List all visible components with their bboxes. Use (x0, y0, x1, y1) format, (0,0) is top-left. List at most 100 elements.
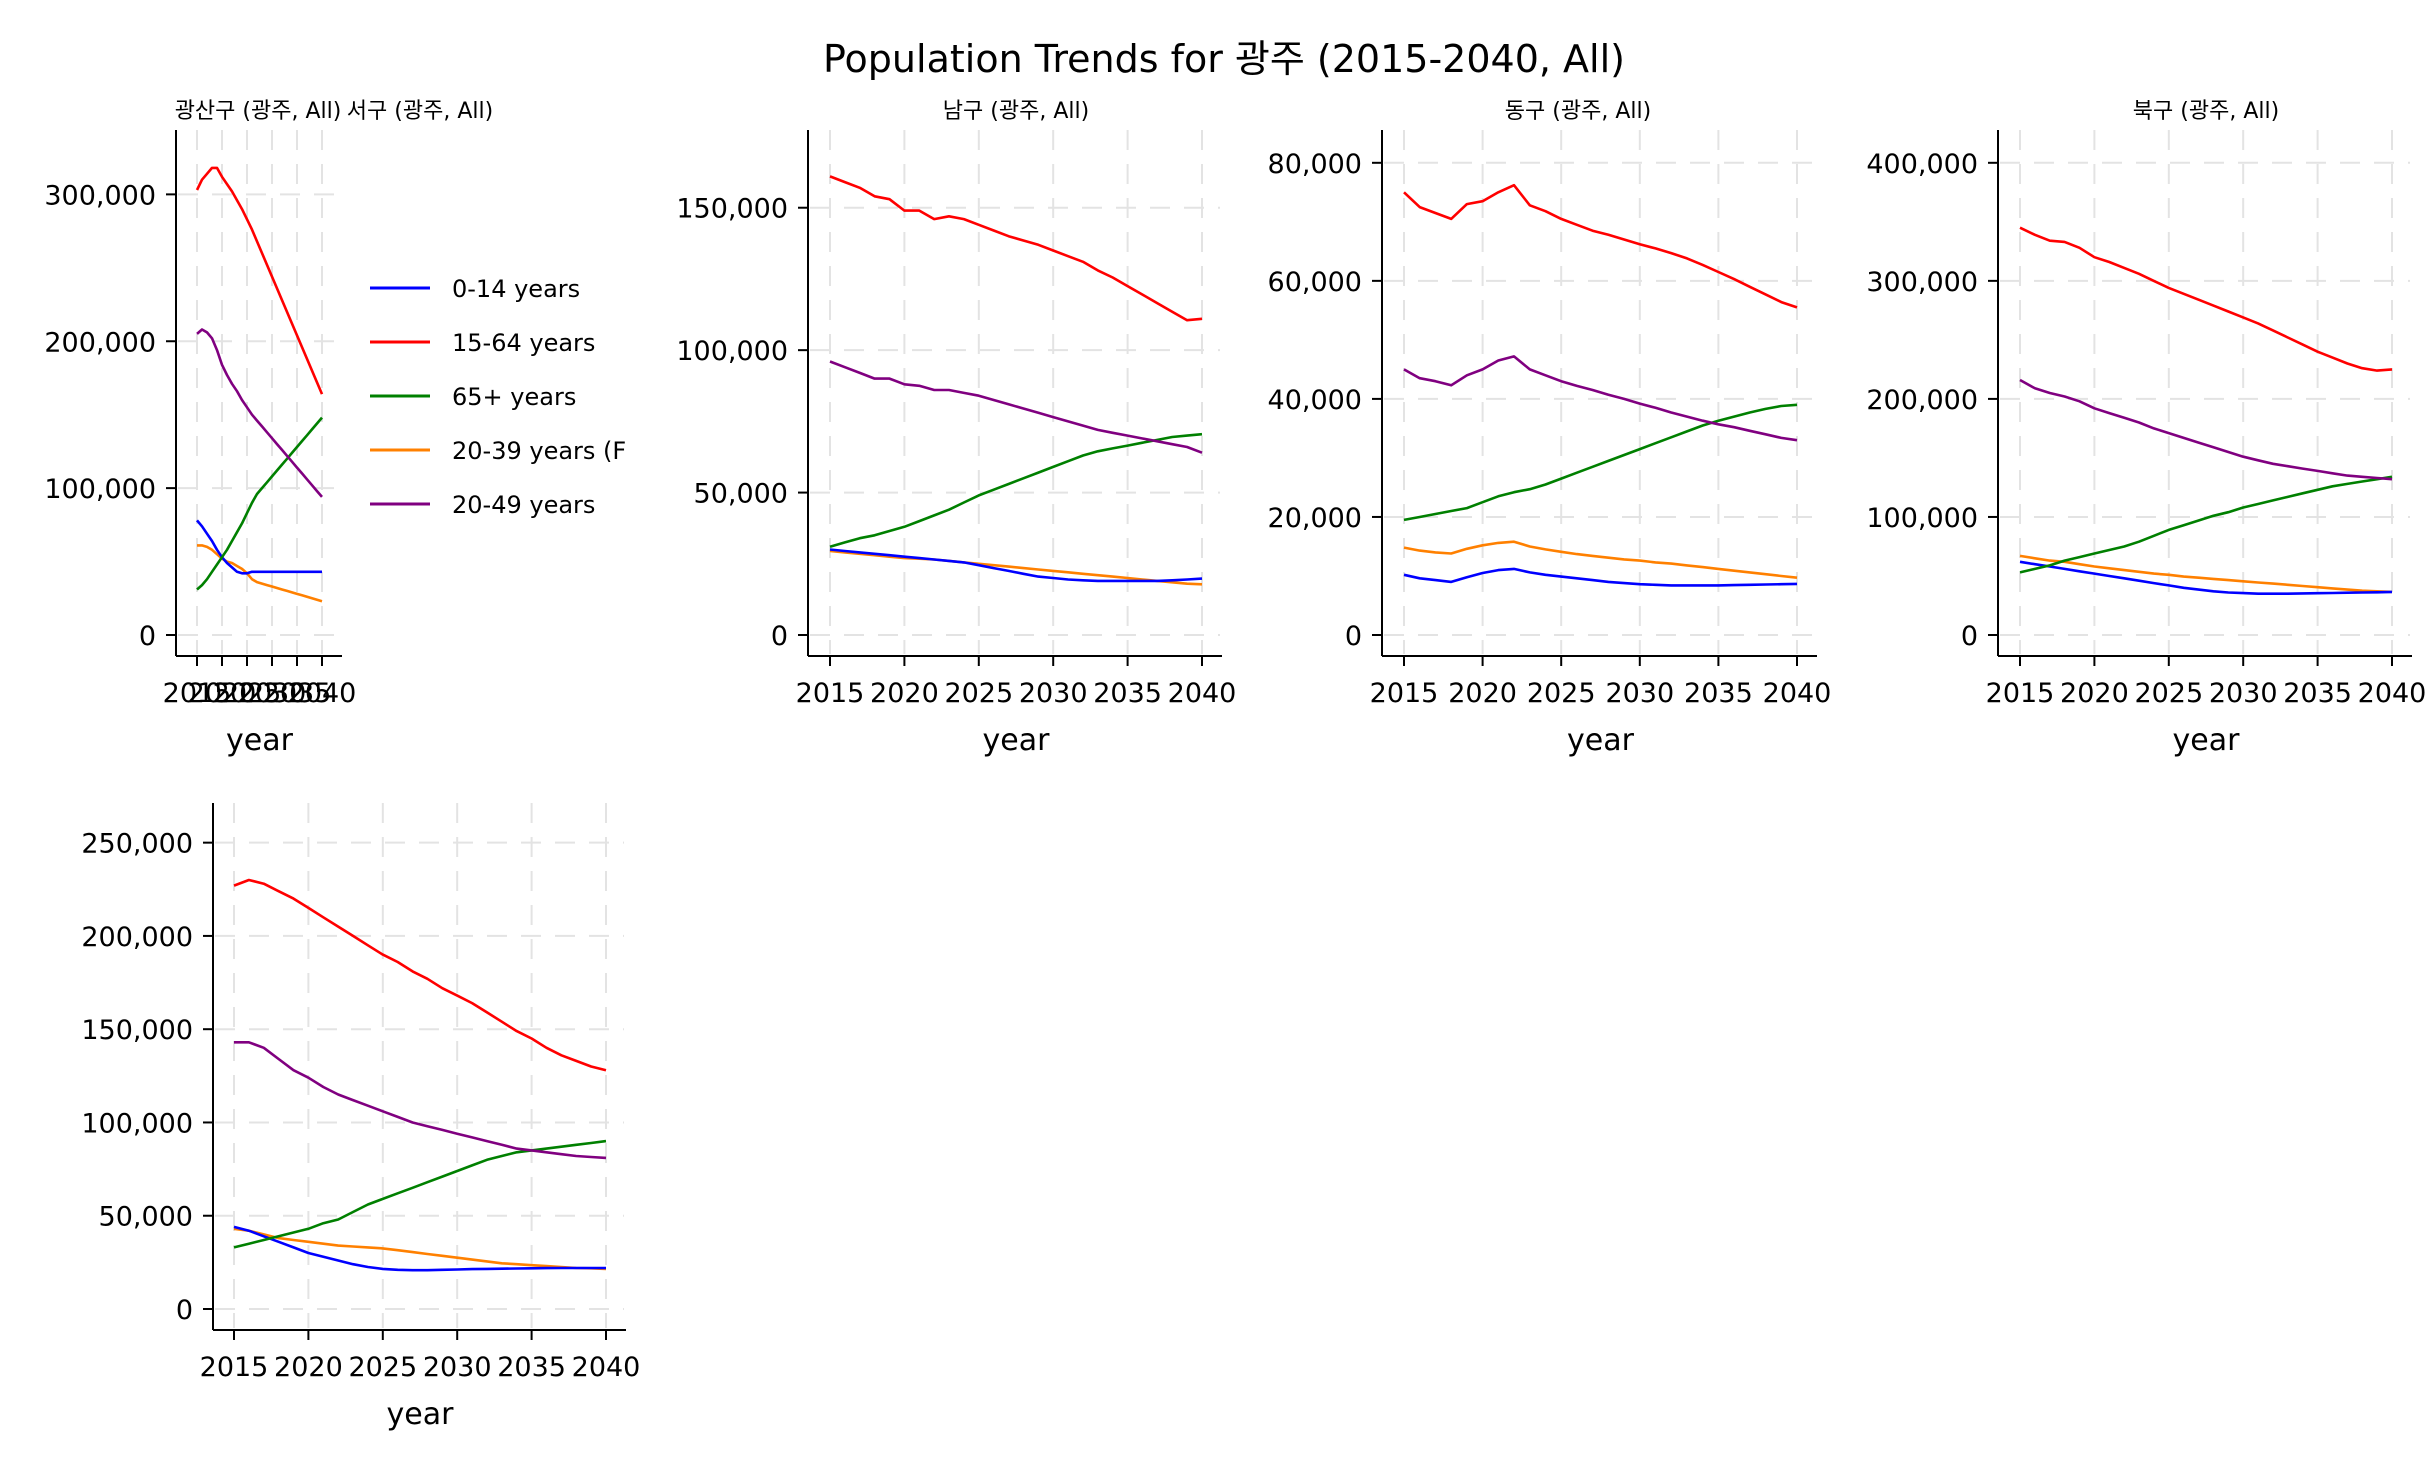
series-line-y65 (2019, 475, 2393, 574)
x-tick-label: 2020 (1448, 678, 1517, 709)
x-axis-title: year (983, 723, 1051, 758)
panel-title: 서구 (광주, All) (347, 99, 493, 124)
x-tick-label: 2015 (1370, 678, 1439, 709)
series-line-y0_14 (1403, 567, 1798, 587)
x-tick-label: 2030 (423, 1352, 492, 1383)
series-line-y20_49 (829, 360, 1203, 454)
x-tick-label: 2035 (263, 678, 332, 709)
series-line-y65 (233, 1139, 607, 1249)
series-line-y15_64 (829, 175, 1203, 322)
legend-label-y15_64: 15-64 years (452, 329, 595, 357)
panels: 광산구 (광주, All)0100,000200,000300,00020152… (44, 99, 2426, 1432)
x-tick-label: 2030 (2209, 678, 2278, 709)
y-tick-label: 20,000 (1268, 503, 1362, 534)
series-line-y20_49 (196, 328, 323, 498)
panel-title: 북구 (광주, All) (2133, 99, 2279, 124)
series-line-y65 (829, 432, 1203, 548)
x-tick-label: 2025 (2134, 678, 2203, 709)
y-tick-label: 0 (176, 1295, 193, 1326)
panel-donggu: 동구 (광주, All) 0 20,000 40,000 60,000 80,000 201… (1268, 99, 1832, 758)
figure-title: Population Trends for 광주 (2015-2040, All… (823, 37, 1625, 81)
y-tick-label: 200,000 (44, 327, 156, 358)
x-tick-label: 2035 (2283, 678, 2352, 709)
series-line-y20_39 (829, 549, 1203, 586)
series-line-y0_14 (196, 519, 322, 575)
panel-gwangsan: 광산구 (광주, All)0100,000200,000300,00020152… (44, 99, 356, 758)
y-tick-label: 150,000 (676, 194, 788, 225)
series-line-y20_39 (1403, 540, 1798, 579)
y-tick-label: 300,000 (44, 180, 156, 211)
x-tick-label: 2025 (1527, 678, 1596, 709)
y-tick-label: 250,000 (81, 829, 193, 860)
series-line-y20_39 (233, 1227, 607, 1271)
y-tick-label: 0 (1345, 621, 1362, 652)
panel-title: 남구 (광주, All) (943, 99, 1089, 124)
series-line-y20_39 (2019, 554, 2393, 594)
legend: 0-14 years 15-64 years 65+ years 20-39 year… (370, 275, 626, 519)
x-axis-title: year (226, 723, 294, 758)
series-line-y20_49 (1403, 355, 1798, 442)
x-tick-label: 2030 (1019, 678, 1088, 709)
panel-seogu: 서구 (광주, All) 0 50,000 100,000 150,000 200,000… (81, 99, 640, 1432)
x-tick-label: 2040 (288, 678, 357, 709)
x-tick-label: 2020 (274, 1352, 343, 1383)
y-tick-label: 100,000 (1866, 503, 1978, 534)
x-tick-label: 2020 (870, 678, 939, 709)
x-tick-label: 2015 (796, 678, 865, 709)
y-tick-label: 60,000 (1268, 267, 1362, 298)
x-tick-label: 2025 (213, 678, 282, 709)
y-tick-label: 0 (771, 621, 788, 652)
y-tick-label: 200,000 (81, 922, 193, 953)
panel-title: 동구 (광주, All) (1505, 99, 1651, 124)
y-tick-label: 100,000 (676, 336, 788, 367)
legend-label-y20_39: 20-39 years (F (452, 437, 626, 465)
panel-title: 광산구 (광주, All) (175, 99, 342, 124)
panel-bukgu: 북구 (광주, All) 0 100,000 200,000 300,000 400,00… (1866, 99, 2426, 758)
series-line-y15_64 (2019, 226, 2393, 372)
series-line-y0_14 (2019, 560, 2393, 596)
x-tick-label: 2025 (348, 1352, 417, 1383)
y-tick-label: 80,000 (1268, 149, 1362, 180)
y-tick-label: 150,000 (81, 1015, 193, 1046)
x-tick-label: 2040 (1168, 678, 1237, 709)
series-line-y20_39 (197, 544, 323, 603)
series-line-y65 (196, 416, 323, 591)
x-tick-label: 2035 (1684, 678, 1753, 709)
y-tick-label: 100,000 (44, 474, 156, 505)
y-tick-label: 200,000 (1866, 385, 1978, 416)
series-line-y15_64 (195, 166, 324, 395)
x-axis-title: year (2173, 723, 2241, 758)
x-tick-label: 2015 (1986, 678, 2055, 709)
x-tick-label: 2025 (944, 678, 1013, 709)
x-axis-title: year (1567, 723, 1635, 758)
y-tick-label: 50,000 (694, 479, 788, 510)
x-tick-label: 2020 (188, 678, 257, 709)
y-tick-label: 50,000 (99, 1202, 193, 1233)
y-tick-label: 0 (139, 621, 156, 652)
x-tick-label: 2040 (572, 1352, 641, 1383)
series-line-y15_64 (233, 878, 607, 1072)
y-tick-label: 40,000 (1268, 385, 1362, 416)
x-tick-label: 2035 (497, 1352, 566, 1383)
x-tick-label: 2020 (2060, 678, 2129, 709)
y-tick-label: 300,000 (1866, 267, 1978, 298)
series-line-y20_49 (234, 1041, 607, 1160)
legend-label-y65: 65+ years (452, 383, 576, 411)
y-tick-label: 0 (1961, 621, 1978, 652)
y-tick-label: 400,000 (1866, 149, 1978, 180)
series-line-y0_14 (233, 1225, 606, 1272)
series-line-y0_14 (829, 548, 1203, 583)
x-tick-label: 2015 (163, 678, 232, 709)
legend-label-y0_14: 0-14 years (452, 275, 580, 303)
x-tick-label: 2040 (1763, 678, 1832, 709)
legend-label-y20_49: 20-49 years (452, 491, 595, 519)
series-line-y65 (1403, 403, 1798, 522)
y-tick-label: 100,000 (81, 1108, 193, 1139)
x-tick-label: 2035 (1093, 678, 1162, 709)
x-tick-label: 2030 (238, 678, 307, 709)
series-line-y20_49 (2019, 378, 2393, 481)
x-tick-label: 2030 (1605, 678, 1674, 709)
series-line-y15_64 (1403, 183, 1798, 309)
